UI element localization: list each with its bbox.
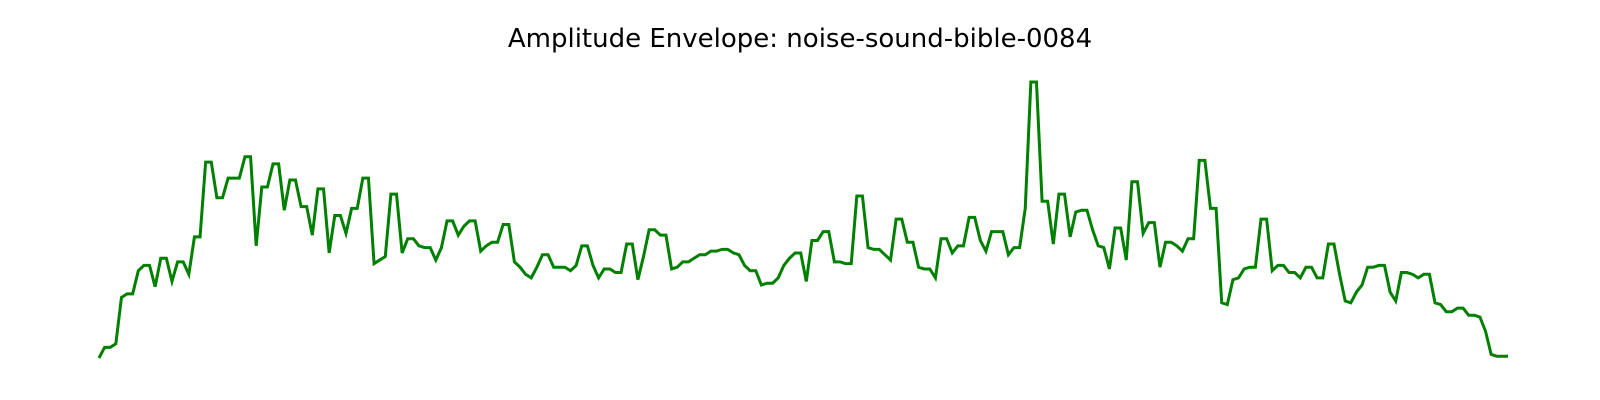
- chart-title: Amplitude Envelope: noise-sound-bible-00…: [507, 24, 1093, 54]
- envelope-line: [97, 80, 1508, 359]
- plot-area: [97, 80, 1508, 359]
